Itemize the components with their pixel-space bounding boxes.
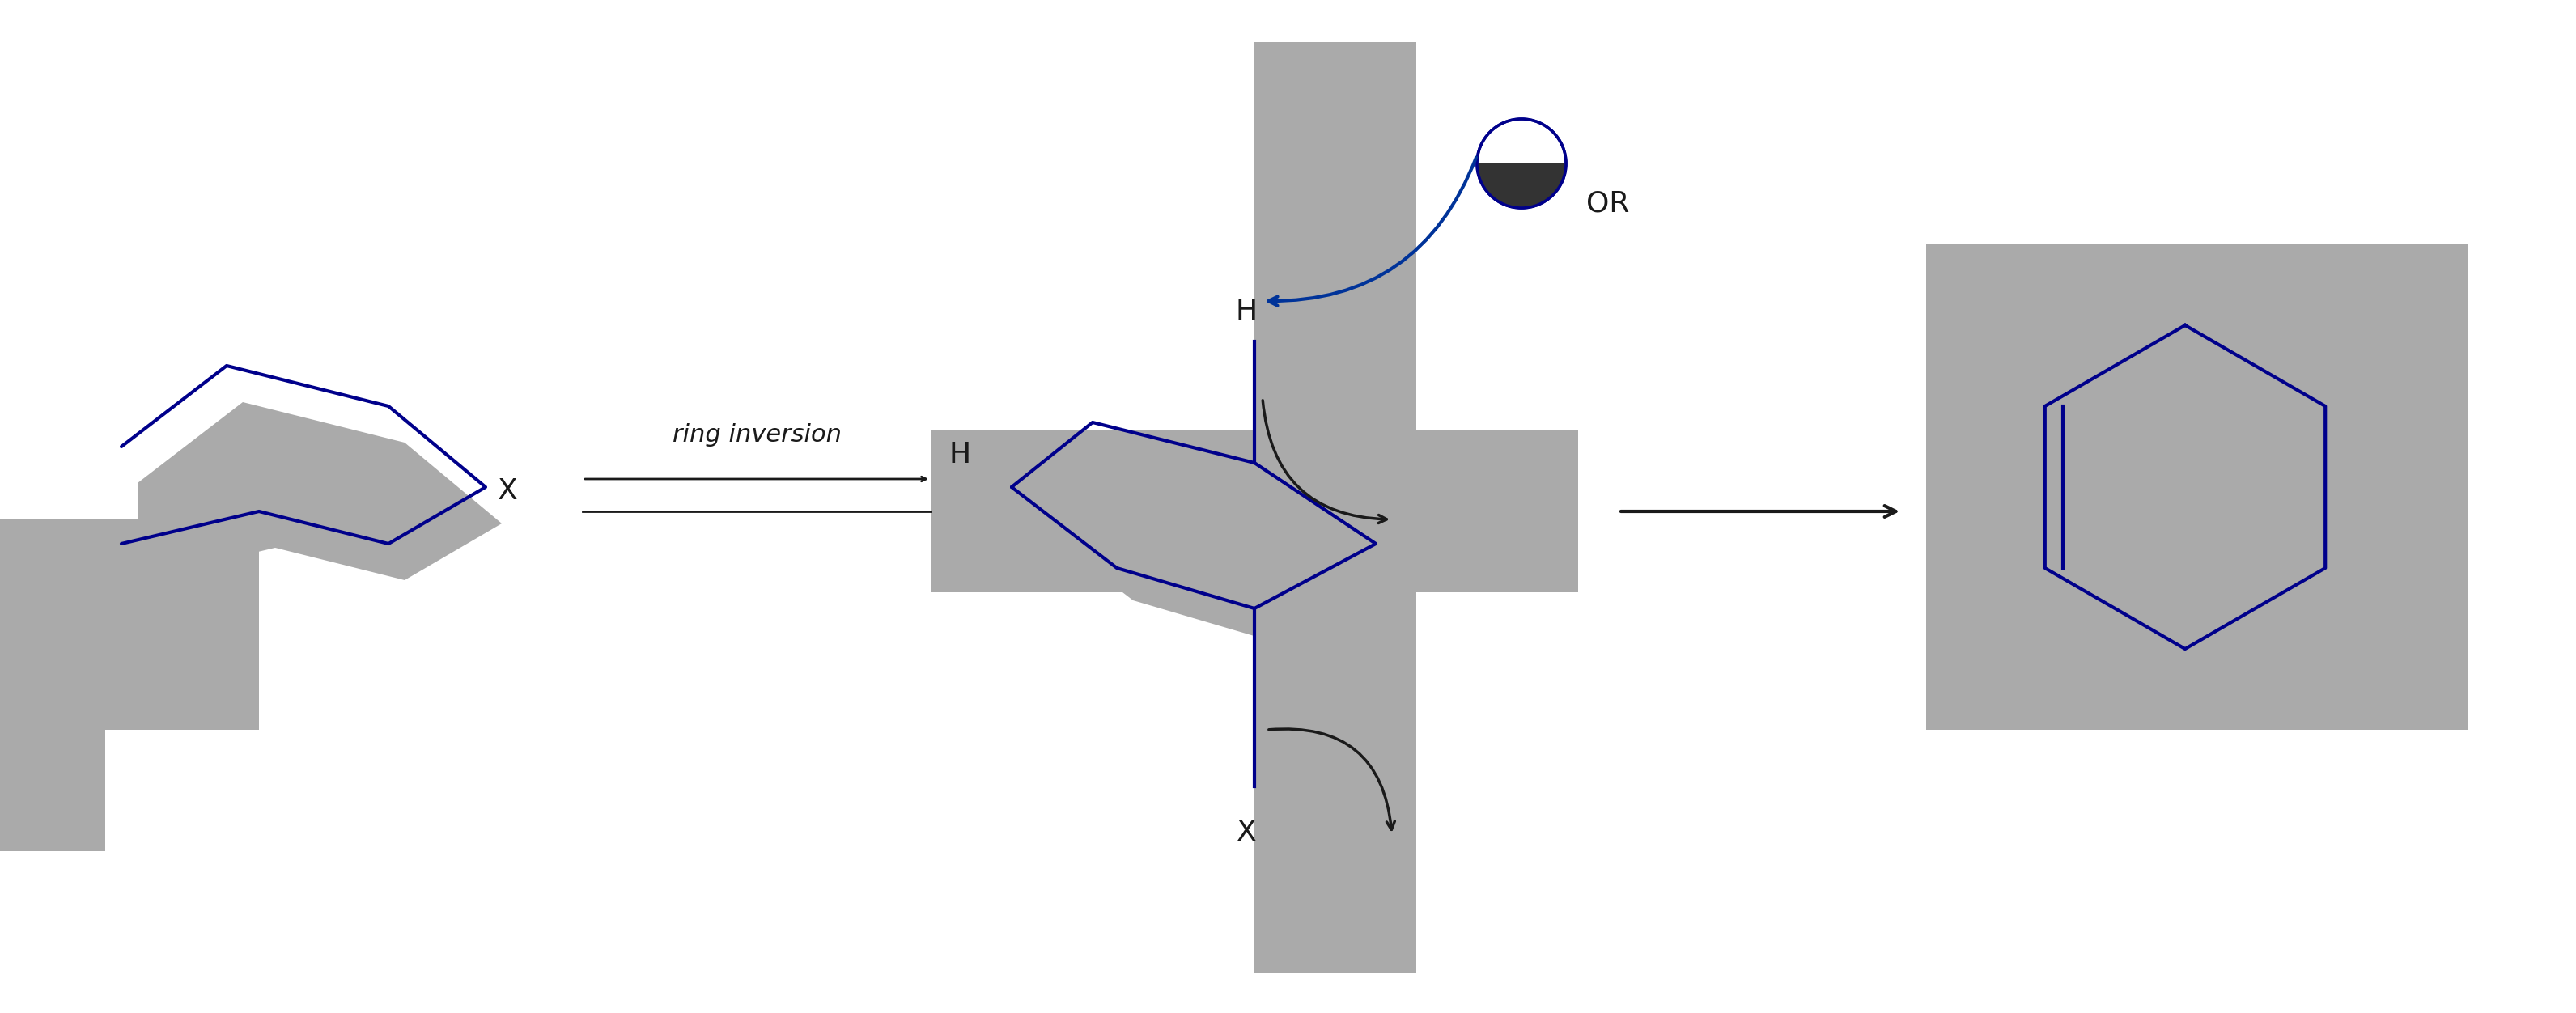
Text: X: X xyxy=(1236,819,1257,846)
Polygon shape xyxy=(1476,163,1566,208)
Text: H: H xyxy=(1236,298,1257,325)
Text: OR: OR xyxy=(1587,190,1631,218)
Polygon shape xyxy=(1927,244,2468,729)
Text: H: H xyxy=(948,441,971,468)
Text: ring inversion: ring inversion xyxy=(672,423,842,447)
Polygon shape xyxy=(0,729,106,851)
Polygon shape xyxy=(1255,43,1417,972)
Polygon shape xyxy=(0,520,260,729)
Polygon shape xyxy=(1028,455,1391,641)
Polygon shape xyxy=(137,402,502,580)
Text: X: X xyxy=(497,477,518,504)
Polygon shape xyxy=(930,431,1579,593)
